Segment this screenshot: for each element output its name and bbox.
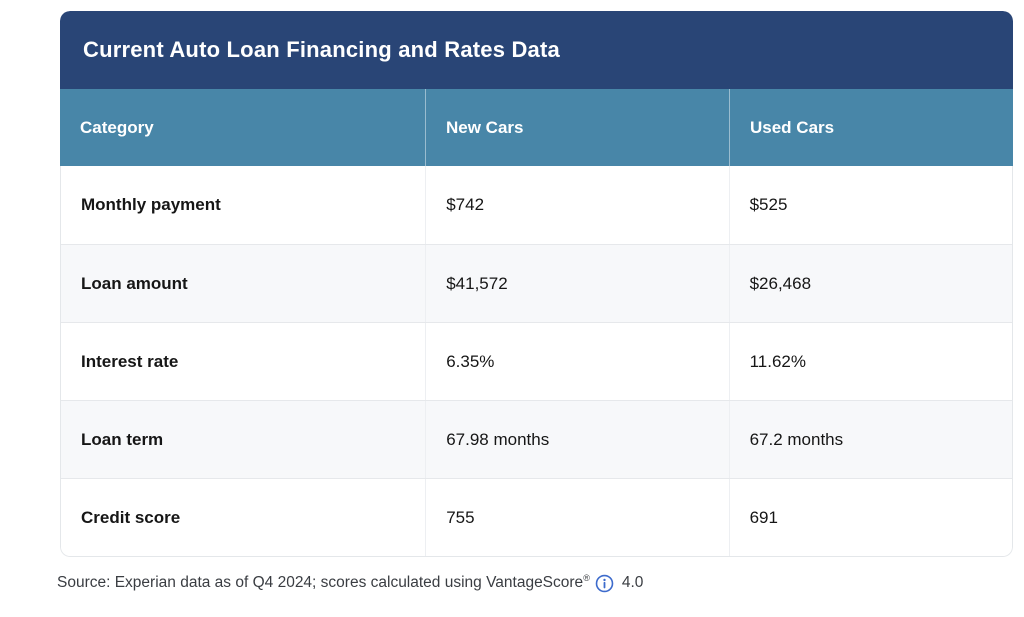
column-header-category: Category (80, 117, 154, 137)
row-used-cars-value: 67.2 months (728, 401, 1012, 478)
table-body: Monthly payment $742 $525 Loan amount $4… (60, 166, 1013, 557)
info-icon[interactable] (595, 574, 614, 593)
vantagescore-version: 4.0 (621, 574, 644, 591)
row-new-cars-value: $41,572 (425, 245, 728, 322)
row-new-cars-value: 755 (425, 479, 728, 556)
row-category-label: Loan amount (81, 273, 188, 293)
table-header-row: Category New Cars Used Cars (60, 89, 1013, 166)
row-category-label: Loan term (81, 429, 164, 449)
table-row-monthly-payment: Monthly payment $742 $525 (61, 166, 1012, 244)
table-row-interest-rate: Interest rate 6.35% 11.62% (61, 322, 1012, 400)
auto-loan-rates-table: Current Auto Loan Financing and Rates Da… (60, 11, 1013, 557)
row-category-label: Interest rate (81, 351, 179, 371)
table-row-credit-score: Credit score 755 691 (61, 478, 1012, 556)
source-text: Source: Experian data as of Q4 2024; sco… (57, 574, 584, 591)
row-new-cars-value: $742 (425, 166, 728, 244)
row-new-cars-value: 67.98 months (425, 401, 728, 478)
row-category-label: Monthly payment (81, 195, 221, 214)
row-new-cars-value: 6.35% (425, 323, 728, 400)
source-note: Source: Experian data as of Q4 2024; sco… (57, 570, 643, 596)
table-title-bar: Current Auto Loan Financing and Rates Da… (60, 11, 1013, 89)
registered-trademark: ® (583, 573, 590, 583)
table-row-loan-term: Loan term 67.98 months 67.2 months (61, 400, 1012, 478)
row-used-cars-value: 691 (728, 479, 1012, 556)
row-used-cars-value: $525 (728, 166, 1012, 244)
column-header-used-cars: Used Cars (729, 89, 1013, 166)
row-category-label: Credit score (81, 507, 181, 527)
table-row-loan-amount: Loan amount $41,572 $26,468 (61, 244, 1012, 322)
row-used-cars-value: $26,468 (728, 245, 1012, 322)
column-header-new-cars: New Cars (425, 89, 729, 166)
table-title: Current Auto Loan Financing and Rates Da… (83, 37, 560, 62)
row-used-cars-value: 11.62% (728, 323, 1012, 400)
